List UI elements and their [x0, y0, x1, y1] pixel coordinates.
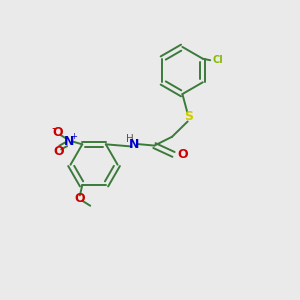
- Text: +: +: [70, 132, 77, 141]
- Text: O: O: [53, 145, 64, 158]
- Text: O: O: [177, 148, 188, 161]
- Text: Cl: Cl: [213, 55, 224, 65]
- Text: O: O: [52, 126, 63, 139]
- Text: O: O: [75, 192, 85, 205]
- Text: N: N: [64, 135, 74, 148]
- Text: S: S: [184, 110, 193, 123]
- Text: H: H: [126, 134, 134, 144]
- Text: N: N: [129, 138, 139, 151]
- Text: -: -: [52, 122, 56, 135]
